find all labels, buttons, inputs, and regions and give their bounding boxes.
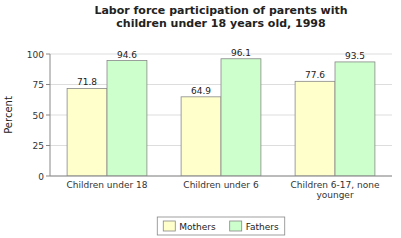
legend-swatch <box>163 221 175 231</box>
data-label: 93.5 <box>345 51 365 61</box>
chart-svg: Labor force participation of parents wit… <box>0 0 401 238</box>
x-axis-line <box>50 176 392 177</box>
y-tick-label: 25 <box>33 141 44 151</box>
grid-line <box>50 176 392 177</box>
text-line: children under 18 years old, 1998 <box>116 17 325 30</box>
legend-swatch <box>230 221 242 231</box>
bar <box>221 59 261 176</box>
y-tick <box>46 176 50 177</box>
chart-container: Labor force participation of parents wit… <box>0 0 401 238</box>
x-tick-label: Children under 6 <box>183 180 259 190</box>
y-tick-label: 0 <box>38 172 44 182</box>
legend-label: Fathers <box>246 222 279 232</box>
legend: Mothers Fathers <box>157 217 284 235</box>
data-labels: 71.8 94.6 64.9 96.1 77.6 93.5 <box>77 48 365 96</box>
y-axis-line <box>50 54 51 176</box>
legend-frame <box>157 217 284 235</box>
y-tick <box>46 54 50 55</box>
data-label: 77.6 <box>305 70 325 80</box>
x-tick-label: Children under 18 <box>67 180 148 190</box>
text-line: younger <box>316 190 353 200</box>
x-tick-label: Children 6-17, noneyounger <box>291 180 380 200</box>
text-line: Children under 6 <box>183 180 259 190</box>
bar <box>335 62 375 176</box>
bar <box>107 61 147 176</box>
y-tick <box>46 84 50 85</box>
data-label: 96.1 <box>231 48 251 58</box>
y-tick-label: 50 <box>33 111 45 121</box>
y-tick-label: 75 <box>33 80 44 90</box>
bar <box>67 88 107 176</box>
text-line: Children under 18 <box>67 180 148 190</box>
data-label: 71.8 <box>77 77 97 87</box>
data-label: 94.6 <box>117 50 137 60</box>
bars <box>67 59 375 176</box>
y-tick <box>46 115 50 116</box>
data-label: 64.9 <box>191 86 211 96</box>
bar <box>181 97 221 176</box>
legend-label: Mothers <box>179 222 216 232</box>
y-tick <box>46 145 50 146</box>
text-line: Children 6-17, none <box>291 180 380 190</box>
grid <box>50 54 392 176</box>
y-axis-label: Percent <box>3 96 14 134</box>
text-line: Labor force participation of parents wit… <box>94 4 347 17</box>
bar <box>295 81 335 176</box>
title: Labor force participation of parents wit… <box>94 4 347 30</box>
y-tick-label: 100 <box>27 50 44 60</box>
grid-line <box>50 54 392 55</box>
